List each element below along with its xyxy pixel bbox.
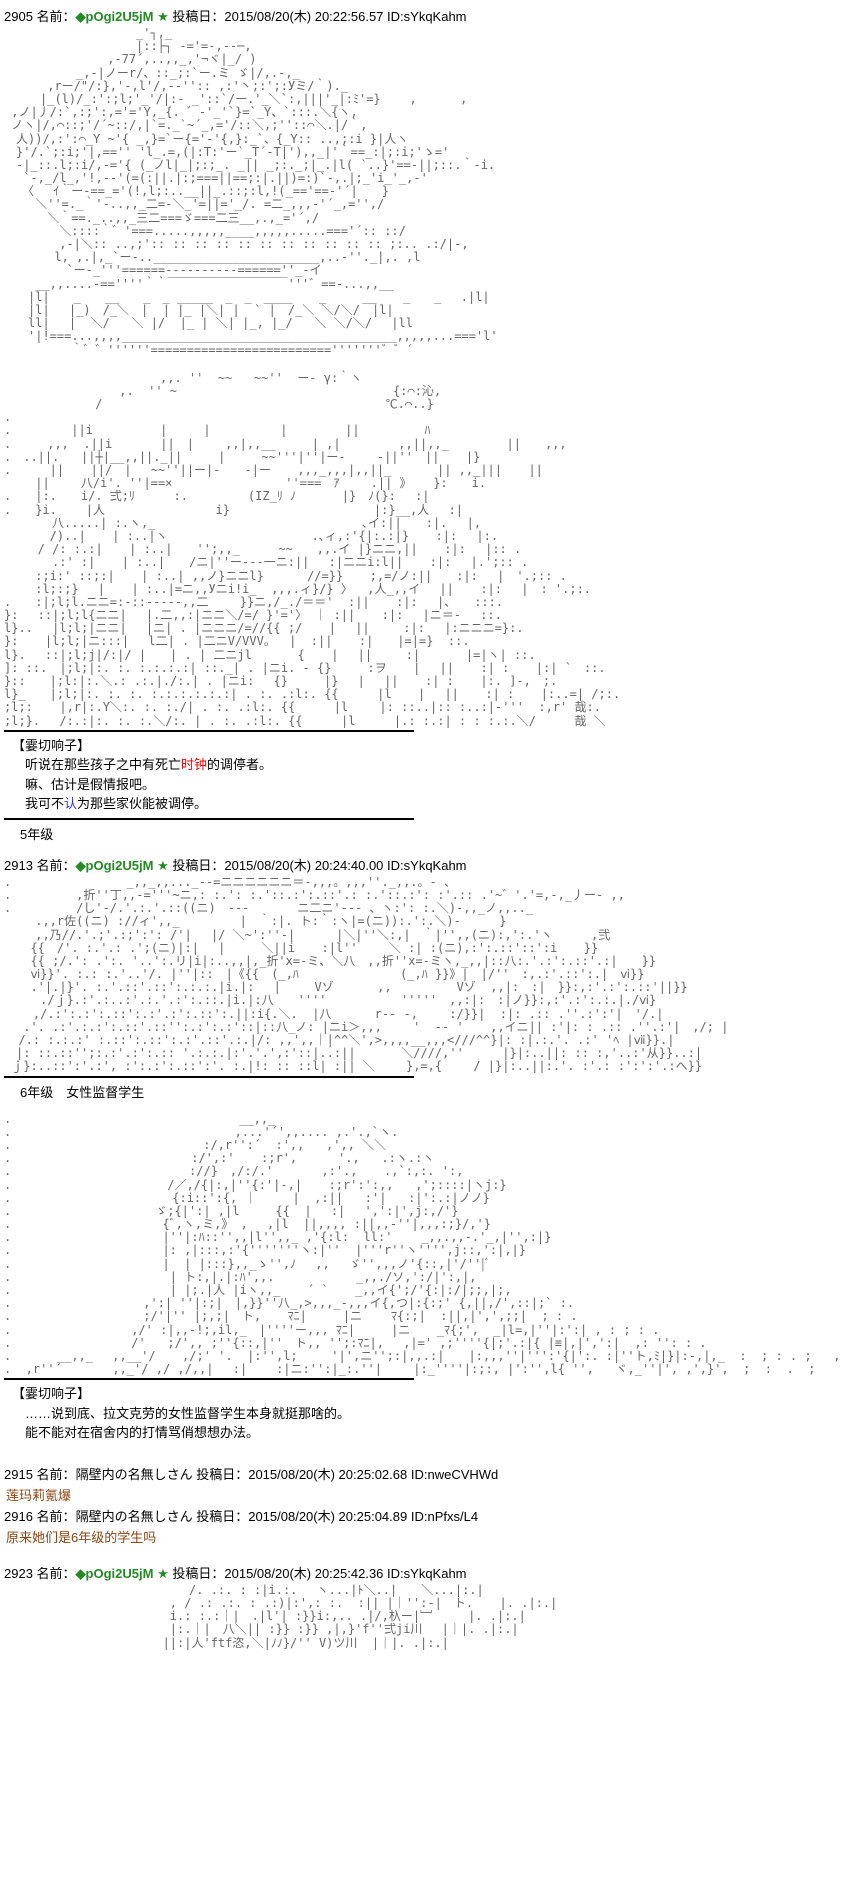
tripcode: ◆pOgi2U5jM: [76, 858, 154, 873]
date-label: 投稿日：: [172, 858, 224, 873]
star-icon: ★: [157, 9, 169, 24]
dialogue-line: 能不能对在宿舍内的打情骂俏想想办法。: [12, 1423, 837, 1443]
date-label: 投稿日：: [172, 9, 224, 24]
reply-post: 2916 名前：隔壁内の名無しさん 投稿日：2015/08/20(木) 20:2…: [4, 1506, 837, 1525]
post-number: 2916: [4, 1509, 33, 1524]
post-date: 2015/08/20(木) 20:25:04.89: [248, 1509, 407, 1524]
star-icon: ★: [157, 858, 169, 873]
divider: [4, 818, 414, 820]
ascii-art-two-characters: . _,,_,,..._-‐=ニニニニニニ＝-,,,。,,,''._,,.。- …: [4, 876, 837, 1074]
date-label: 投稿日：: [172, 1566, 224, 1581]
post-id: ID:sYkqKahm: [387, 9, 466, 24]
poster-name: 隔壁内の名無しさん: [76, 1467, 193, 1482]
divider: [4, 1378, 414, 1380]
post-number: 2915: [4, 1467, 33, 1482]
dialogue-line: 听说在那些孩子之中有死亡时钟的调停者。: [12, 755, 837, 775]
post-number: 2923: [4, 1566, 33, 1581]
post-id: ID:sYkqKahm: [387, 1566, 466, 1581]
caption: 6年级 女性监督学生: [20, 1082, 837, 1101]
caption: 5年级: [20, 824, 837, 843]
speaker-name: 【霎切响子】: [12, 1384, 837, 1404]
post-date: 2015/08/20(木) 20:24:40.00: [224, 858, 383, 873]
date-label: 投稿日：: [196, 1467, 248, 1482]
poster-name: 隔壁内の名無しさん: [76, 1509, 193, 1524]
post-id: ID:nweCVHWd: [411, 1467, 498, 1482]
ascii-art-ravenclaw: _'┐,_ |::├┐ -='=-,--─, ,-77´,..,,_,'¬ヾ|_…: [4, 27, 837, 357]
divider: [4, 1076, 414, 1078]
star-icon: ★: [157, 1566, 169, 1581]
ascii-art-character-2: . __,,_ . ,...'´',,.... ,.'.,`ヽ. . :/,r'…: [4, 1113, 837, 1377]
ascii-art-partial: /. .:. : :|i.:. ヽ...|ﾄ＼..| ＼...|:.| , / …: [4, 1584, 837, 1650]
tripcode: ◆pOgi2U5jM: [76, 9, 154, 24]
post-number: 2913: [4, 858, 33, 873]
divider: [4, 730, 414, 732]
dialogue-block: 【霎切响子】 ……说到底、拉文克劳的女性监督学生本身就挺那啥的。 能不能对在宿舍…: [12, 1384, 837, 1443]
post-date: 2015/08/20(木) 20:25:02.68: [248, 1467, 407, 1482]
reply-post: 2915 名前：隔壁内の名無しさん 投稿日：2015/08/20(木) 20:2…: [4, 1464, 837, 1483]
date-label: 投稿日：: [196, 1509, 248, 1524]
post-header: 2913 名前：◆pOgi2U5jM ★ 投稿日：2015/08/20(木) 2…: [4, 855, 837, 874]
dialogue-block: 【霎切响子】 听说在那些孩子之中有死亡时钟的调停者。 嘛、估计是假情报吧。 我可…: [12, 736, 837, 814]
blue-text: 认: [64, 796, 77, 811]
name-label: 名前：: [37, 9, 76, 24]
name-label: 名前：: [37, 1566, 76, 1581]
ascii-art-character: ,,. '' ~~ ~~'' ー- γ:｀ヽ ,. '' ~ {:⌒:沁, / …: [4, 372, 837, 728]
reply-body: 原来她们是6年级的学生吗: [6, 1527, 837, 1546]
name-label: 名前：: [37, 1509, 76, 1524]
speaker-name: 【霎切响子】: [12, 736, 837, 756]
post-date: 2015/08/20(木) 20:25:42.36: [224, 1566, 383, 1581]
post-id: ID:sYkqKahm: [387, 858, 466, 873]
dialogue-line: 嘛、估计是假情报吧。: [12, 775, 837, 795]
post-id: ID:nPfxs/L4: [411, 1509, 478, 1524]
name-label: 名前：: [37, 858, 76, 873]
name-label: 名前：: [37, 1467, 76, 1482]
reply-body: 莲玛莉氪爆: [6, 1485, 837, 1504]
tripcode: ◆pOgi2U5jM: [76, 1566, 154, 1581]
dialogue-line: ……说到底、拉文克劳的女性监督学生本身就挺那啥的。: [12, 1404, 837, 1424]
post-header: 2905 名前：◆pOgi2U5jM ★ 投稿日：2015/08/20(木) 2…: [4, 6, 837, 25]
red-text: 时钟: [181, 757, 207, 772]
dialogue-line: 我可不认为那些家伙能被调停。: [12, 794, 837, 814]
post-date: 2015/08/20(木) 20:22:56.57: [224, 9, 383, 24]
post-number: 2905: [4, 9, 33, 24]
post-header: 2923 名前：◆pOgi2U5jM ★ 投稿日：2015/08/20(木) 2…: [4, 1563, 837, 1582]
